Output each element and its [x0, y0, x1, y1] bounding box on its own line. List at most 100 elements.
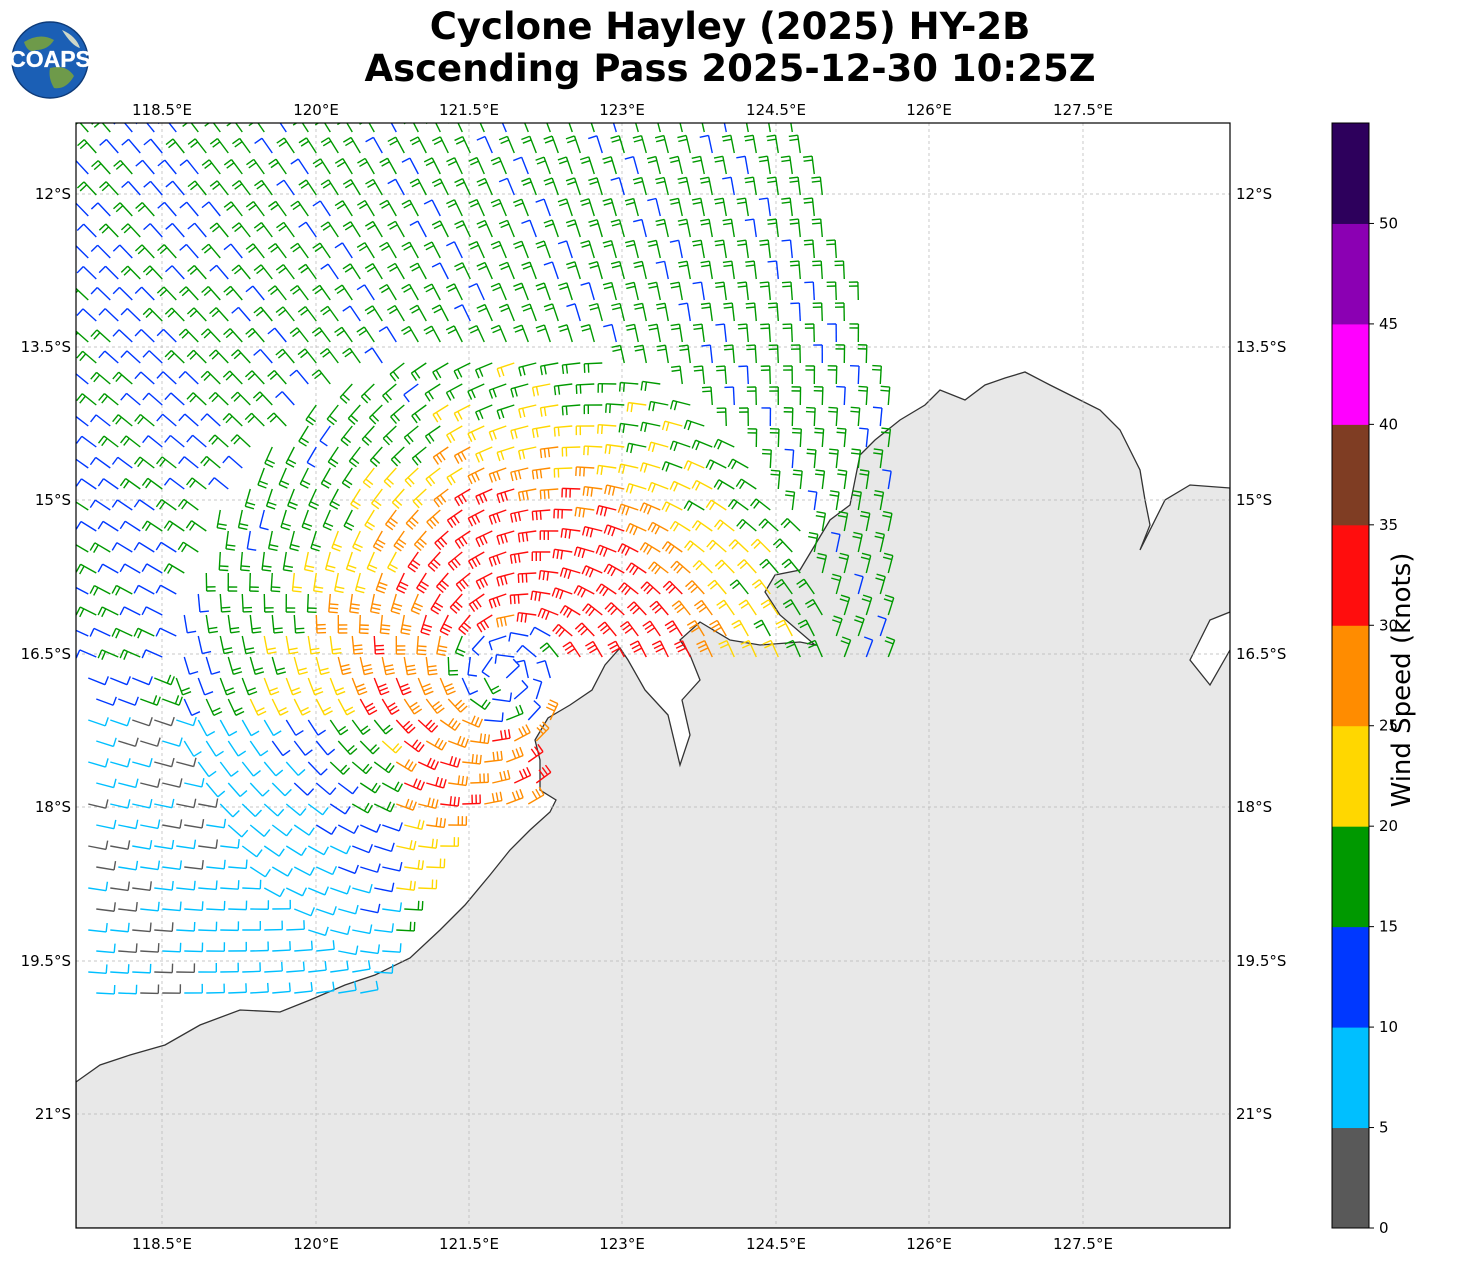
colorbar-segment	[1332, 223, 1369, 325]
wind-barb	[89, 456, 111, 469]
wind-barb	[724, 386, 735, 406]
wind-barb	[699, 176, 713, 196]
wind-barb	[223, 159, 243, 175]
wind-barb	[223, 201, 243, 217]
wind-barb	[327, 446, 339, 468]
wind-barb	[496, 530, 515, 545]
wind-barb	[222, 370, 243, 385]
wind-barb	[714, 281, 727, 301]
wind-barb	[604, 443, 625, 455]
wind-barb	[683, 419, 705, 431]
wind-barb	[476, 303, 493, 322]
wind-barb	[722, 260, 735, 280]
wind-barb	[513, 240, 529, 259]
colorbar	[1331, 122, 1370, 1229]
wind-barb	[792, 427, 803, 448]
wind-barb	[701, 386, 713, 406]
wind-barb	[390, 123, 397, 133]
lon-ticks-bottom: 118.5°E 120°E 121.5°E 123°E 124.5°E 126°…	[132, 1235, 1113, 1253]
wind-barb	[279, 123, 287, 133]
wind-barb	[320, 179, 339, 196]
wind-barb	[254, 137, 273, 154]
wind-barb	[705, 459, 727, 471]
wind-barb	[789, 260, 801, 280]
wind-barb	[595, 504, 617, 517]
wind-barb	[553, 508, 573, 519]
wind-barb	[827, 365, 838, 385]
wind-barb	[762, 448, 772, 469]
wind-barb	[297, 348, 317, 364]
wind-barb	[490, 240, 507, 259]
wind-barb	[701, 344, 713, 364]
colorbar-tick-label: 15	[1379, 918, 1398, 936]
wind-barb	[76, 223, 97, 238]
wind-barb	[405, 509, 419, 530]
wind-barb	[186, 349, 207, 364]
wind-barb	[618, 381, 639, 392]
wind-barb	[873, 448, 884, 469]
wind-barb	[476, 261, 493, 280]
wind-barb	[475, 488, 493, 505]
wind-barb	[535, 198, 551, 217]
wind-barb	[859, 427, 869, 448]
wind-barb	[360, 383, 375, 404]
wind-barb	[268, 200, 287, 217]
wind-barb	[305, 404, 317, 426]
wind-barb	[342, 347, 361, 364]
wind-barb	[434, 530, 449, 551]
wind-barb	[518, 404, 537, 419]
wind-barb	[521, 219, 537, 238]
wind-barb	[713, 519, 735, 532]
wind-barb	[561, 487, 581, 498]
wind-barb	[813, 344, 823, 364]
wind-barb	[746, 344, 757, 364]
lon-tick: 121.5°E	[439, 1235, 499, 1253]
wind-barb	[639, 462, 661, 473]
wind-barb	[610, 218, 625, 238]
wind-barb	[691, 479, 713, 491]
wind-barb	[306, 446, 317, 468]
wind-barb	[747, 428, 758, 448]
wind-barb	[470, 123, 485, 133]
wind-barb	[141, 477, 163, 490]
wind-barb	[735, 478, 757, 490]
wind-barb	[617, 503, 639, 516]
lon-tick: 121.5°E	[439, 101, 499, 119]
lat-ticks-right: 12°S 13.5°S 15°S 16.5°S 18°S 19.5°S 21°S	[1236, 185, 1286, 1123]
wind-barb	[467, 509, 485, 527]
wind-barb	[134, 286, 155, 301]
wind-barb	[453, 362, 471, 380]
wind-barb	[165, 138, 185, 154]
wind-barb	[678, 302, 691, 322]
wind-barb	[531, 383, 551, 397]
wind-barb	[605, 403, 625, 414]
wind-barb	[143, 138, 163, 154]
wind-barb	[290, 242, 309, 259]
wind-barb	[264, 446, 275, 468]
wind-barb	[120, 307, 141, 322]
wind-barb	[89, 499, 111, 511]
wind-barb	[804, 323, 815, 343]
wind-barb	[404, 467, 419, 488]
wind-barb	[580, 240, 595, 259]
lat-tick: 18°S	[1236, 798, 1272, 816]
wind-barb	[736, 197, 749, 217]
wind-barb	[826, 239, 837, 259]
wind-barb	[836, 427, 847, 448]
wind-barb	[401, 325, 419, 343]
wind-barb	[521, 303, 537, 322]
wind-barb	[393, 530, 407, 552]
wind-barb	[588, 261, 603, 280]
wind-barb	[97, 435, 119, 448]
wind-barb	[669, 440, 691, 452]
wind-barb	[782, 323, 793, 343]
lat-tick: 13.5°S	[21, 338, 71, 356]
wind-barb	[409, 220, 427, 238]
wind-barb	[490, 324, 507, 343]
wind-barb	[372, 530, 386, 552]
wind-barb	[209, 180, 229, 196]
wind-barb	[409, 136, 427, 154]
wind-barb	[446, 241, 463, 259]
wind-barb	[223, 243, 243, 259]
